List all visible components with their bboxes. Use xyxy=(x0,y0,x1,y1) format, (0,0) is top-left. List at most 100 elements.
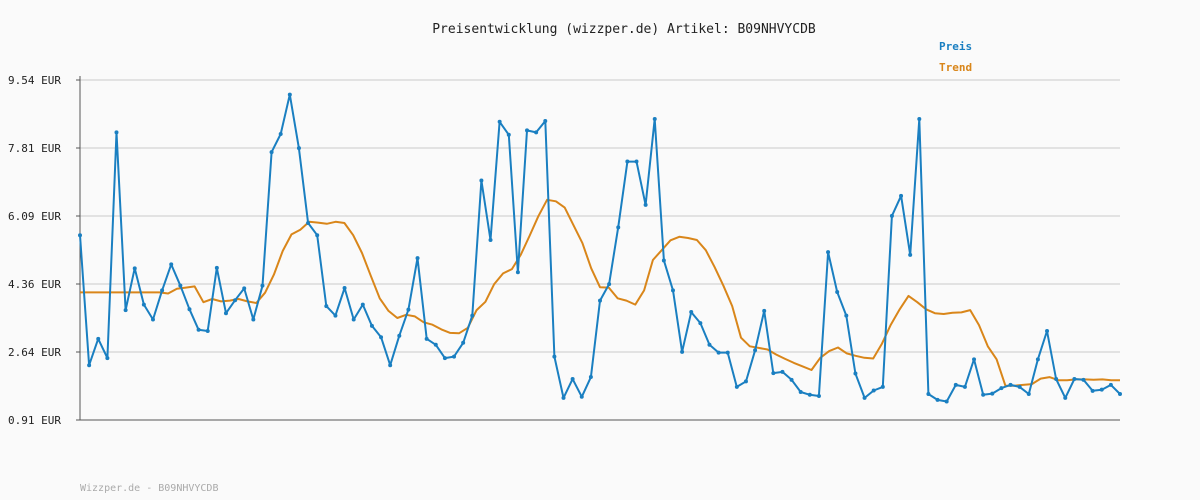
data-point xyxy=(670,288,675,293)
data-point xyxy=(1063,395,1068,400)
grid-lines xyxy=(80,79,1120,353)
y-tick-label: 6.09 EUR xyxy=(8,210,61,223)
data-point xyxy=(205,328,210,333)
data-point xyxy=(1099,387,1104,392)
data-point xyxy=(306,221,311,226)
footer-text: Wizzper.de - B09NHVYCDB xyxy=(80,483,218,494)
data-point xyxy=(223,311,228,316)
data-point xyxy=(743,379,748,384)
data-point xyxy=(780,369,785,374)
data-point xyxy=(680,349,685,354)
data-point xyxy=(661,258,666,263)
data-point xyxy=(333,313,338,318)
data-point xyxy=(616,225,621,230)
data-point xyxy=(1118,391,1122,396)
data-point xyxy=(424,336,429,341)
data-point xyxy=(269,150,274,155)
data-point xyxy=(123,308,128,313)
data-point xyxy=(835,289,840,294)
data-point xyxy=(999,386,1004,391)
data-point xyxy=(233,298,238,303)
data-point xyxy=(187,307,192,312)
y-axis-ticks: 0.91 EUR 2.64 EUR 4.36 EUR 6.09 EUR 7.81 EUR… xyxy=(8,74,80,427)
series-trend xyxy=(80,198,1120,387)
data-point xyxy=(853,371,858,376)
data-point xyxy=(1017,384,1022,389)
data-point xyxy=(415,256,420,261)
data-point xyxy=(981,392,986,397)
data-point xyxy=(789,377,794,382)
data-point xyxy=(470,313,475,318)
series-preis xyxy=(78,92,1122,404)
data-point xyxy=(771,371,776,376)
data-point xyxy=(698,321,703,326)
data-point xyxy=(169,262,174,267)
data-point xyxy=(652,117,657,122)
data-point xyxy=(506,132,511,137)
data-point xyxy=(990,391,995,396)
data-point xyxy=(634,159,639,164)
data-point xyxy=(871,388,876,393)
data-point xyxy=(807,392,812,397)
data-point xyxy=(1008,382,1013,387)
data-point xyxy=(242,286,247,291)
y-tick-label: 9.54 EUR xyxy=(8,74,61,87)
data-point xyxy=(78,233,82,238)
data-point xyxy=(96,336,101,341)
data-point xyxy=(844,313,849,318)
data-point xyxy=(570,377,575,382)
y-tick-label: 4.36 EUR xyxy=(8,278,61,291)
data-point xyxy=(707,342,712,347)
data-point xyxy=(944,399,949,404)
data-point xyxy=(908,252,913,257)
data-point xyxy=(114,130,119,135)
data-point xyxy=(452,354,457,359)
data-point xyxy=(588,375,593,380)
data-point xyxy=(1054,377,1059,382)
data-point xyxy=(561,395,566,400)
data-point xyxy=(725,350,730,355)
data-point xyxy=(899,193,904,198)
data-point xyxy=(442,356,447,361)
data-point xyxy=(360,302,365,307)
data-point xyxy=(1108,382,1113,387)
data-point xyxy=(296,146,301,151)
legend-entry-preis: Preis xyxy=(939,40,972,53)
data-point xyxy=(534,130,539,135)
data-point xyxy=(525,128,530,133)
legend: Preis Trend xyxy=(939,40,972,74)
data-point xyxy=(1081,377,1086,382)
data-point xyxy=(926,391,931,396)
data-point xyxy=(607,282,612,287)
data-point xyxy=(935,397,940,402)
data-point xyxy=(433,342,438,347)
data-point xyxy=(1072,377,1077,382)
data-point xyxy=(625,159,630,164)
data-point xyxy=(816,393,821,398)
data-point xyxy=(406,307,411,312)
data-point xyxy=(369,323,374,328)
data-point xyxy=(543,118,548,123)
data-point xyxy=(1035,357,1040,362)
data-point xyxy=(953,382,958,387)
data-point xyxy=(342,286,347,291)
data-point xyxy=(379,335,384,340)
legend-entry-trend: Trend xyxy=(939,61,972,74)
data-point xyxy=(826,250,831,255)
data-point xyxy=(214,265,219,270)
chart-title: Preisentwicklung (wizzper.de) Artikel: B… xyxy=(432,22,816,37)
data-point xyxy=(1090,388,1095,393)
data-point xyxy=(488,237,493,242)
data-point xyxy=(196,327,201,332)
data-point xyxy=(260,283,265,288)
data-point xyxy=(515,270,520,275)
data-point xyxy=(388,363,393,368)
data-point xyxy=(132,266,137,271)
data-point xyxy=(479,178,484,183)
y-tick-label: 2.64 EUR xyxy=(8,346,61,359)
data-point xyxy=(552,354,557,359)
data-point xyxy=(689,310,694,315)
data-point xyxy=(87,363,92,368)
data-point xyxy=(397,333,402,338)
data-point xyxy=(579,394,584,399)
